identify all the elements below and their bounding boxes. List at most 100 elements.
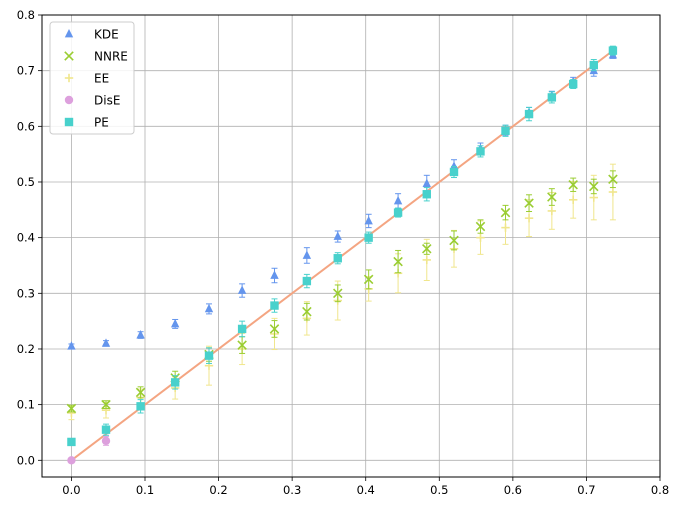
pe-point bbox=[422, 190, 431, 199]
kde-point bbox=[204, 303, 214, 313]
legend-marker-dise bbox=[64, 95, 74, 105]
plot-frame bbox=[41, 14, 661, 478]
nnre-point bbox=[547, 192, 557, 202]
nnre-point bbox=[449, 235, 459, 246]
reference-line bbox=[70, 49, 614, 462]
legend-marker-nnre-stroke bbox=[64, 51, 74, 61]
nnre-point bbox=[608, 174, 618, 184]
nnre-point bbox=[363, 274, 374, 285]
pe-point bbox=[501, 126, 510, 135]
x-tick-label: 0.3 bbox=[283, 483, 301, 497]
y-tick-label: 0.2 bbox=[17, 342, 35, 356]
nnre-point bbox=[332, 288, 343, 299]
x-tick-label: 0.4 bbox=[357, 483, 375, 497]
nnre-point bbox=[135, 387, 146, 398]
dise-point bbox=[101, 436, 111, 446]
legend-label-ee: EE bbox=[94, 72, 109, 86]
nnre-point-stroke bbox=[237, 340, 247, 350]
legend-label-kde: KDE bbox=[94, 28, 119, 42]
x-tick-label: 0.2 bbox=[209, 483, 227, 497]
y-tick-label: 0.1 bbox=[17, 398, 35, 412]
series-pe bbox=[67, 45, 618, 447]
y-tick-label: 0.5 bbox=[17, 175, 35, 189]
pe-point bbox=[364, 233, 373, 242]
y-tick-label: 0.4 bbox=[17, 231, 35, 245]
data-series-group bbox=[66, 45, 618, 465]
nnre-point-stroke bbox=[547, 192, 557, 202]
kde-point bbox=[333, 231, 342, 240]
nnre-point bbox=[422, 244, 432, 254]
nnre-point-stroke bbox=[393, 256, 403, 267]
nnre-point-stroke bbox=[608, 174, 618, 184]
kde-point bbox=[237, 285, 247, 294]
nnre-point bbox=[589, 181, 599, 192]
ee-point bbox=[524, 213, 534, 223]
kde-point bbox=[170, 318, 180, 328]
nnre-point bbox=[66, 403, 77, 414]
nnre-point-stroke bbox=[363, 274, 374, 285]
reference-line-group bbox=[70, 49, 614, 462]
pe-point bbox=[333, 254, 342, 263]
legend-box bbox=[49, 21, 135, 135]
y-tick-label: 0.8 bbox=[17, 8, 35, 22]
ee-point bbox=[589, 193, 598, 202]
y-tick-label: 0.3 bbox=[17, 286, 35, 300]
pe-point bbox=[101, 425, 111, 434]
pe-point bbox=[270, 301, 279, 310]
ee-point bbox=[547, 206, 557, 216]
legend-marker-pe bbox=[64, 117, 74, 127]
pe-point bbox=[589, 60, 598, 70]
legend-marker-kde bbox=[64, 29, 74, 38]
nnre-point-stroke bbox=[500, 207, 511, 218]
legend: KDE NNRE EE DisE PE bbox=[49, 21, 135, 135]
nnre-point-stroke bbox=[449, 235, 459, 246]
nnre-point bbox=[302, 306, 312, 317]
nnre-point-stroke bbox=[135, 387, 146, 398]
kde-point bbox=[422, 178, 431, 188]
kde-point bbox=[449, 161, 459, 170]
nnre-point bbox=[500, 207, 511, 218]
kde-point bbox=[364, 215, 373, 225]
pe-point bbox=[568, 79, 578, 89]
series-dise bbox=[67, 435, 111, 465]
pe-point bbox=[547, 93, 557, 102]
ee-point bbox=[568, 195, 578, 204]
kde-point bbox=[393, 195, 403, 205]
pe-point bbox=[449, 167, 459, 177]
pe-point bbox=[302, 276, 312, 286]
x-tick-label: 0.7 bbox=[577, 483, 595, 497]
ee-point bbox=[608, 187, 618, 197]
nnre-point bbox=[101, 399, 111, 410]
pe-point bbox=[524, 109, 534, 119]
pe-point bbox=[136, 402, 145, 411]
x-tick-label: 0.0 bbox=[62, 483, 80, 497]
ee-point bbox=[422, 255, 431, 265]
x-tick-label: 0.8 bbox=[651, 483, 669, 497]
y-tick-label: 0.7 bbox=[17, 64, 35, 78]
kde-point bbox=[67, 341, 76, 350]
x-tick-label: 0.1 bbox=[136, 483, 154, 497]
ee-point bbox=[501, 223, 510, 232]
nnre-point bbox=[269, 324, 280, 334]
pe-point bbox=[476, 147, 485, 156]
pe-point bbox=[170, 378, 180, 387]
nnre-point-stroke bbox=[66, 403, 77, 414]
legend-label-pe: PE bbox=[94, 116, 109, 130]
nnre-point-stroke bbox=[269, 324, 280, 334]
pe-point bbox=[608, 46, 618, 55]
kde-point bbox=[270, 270, 279, 279]
pe-point bbox=[67, 437, 76, 447]
pe-point bbox=[393, 208, 403, 217]
nnre-point-stroke bbox=[589, 181, 599, 192]
nnre-point-stroke bbox=[422, 244, 432, 254]
ee-point bbox=[476, 233, 485, 242]
pe-point bbox=[237, 324, 247, 334]
axis-ticks: 0.0 0.1 0.2 0.3 0.4 0.5 0.6 0.7 0.8 0.0 0.1 0.2 0.3 0… bbox=[17, 8, 669, 497]
nnre-point bbox=[393, 256, 403, 267]
nnre-point bbox=[568, 180, 578, 190]
nnre-point-stroke bbox=[101, 399, 111, 410]
legend-marker-ee bbox=[64, 73, 74, 83]
nnre-point bbox=[475, 221, 486, 232]
nnre-point-stroke bbox=[332, 288, 343, 299]
